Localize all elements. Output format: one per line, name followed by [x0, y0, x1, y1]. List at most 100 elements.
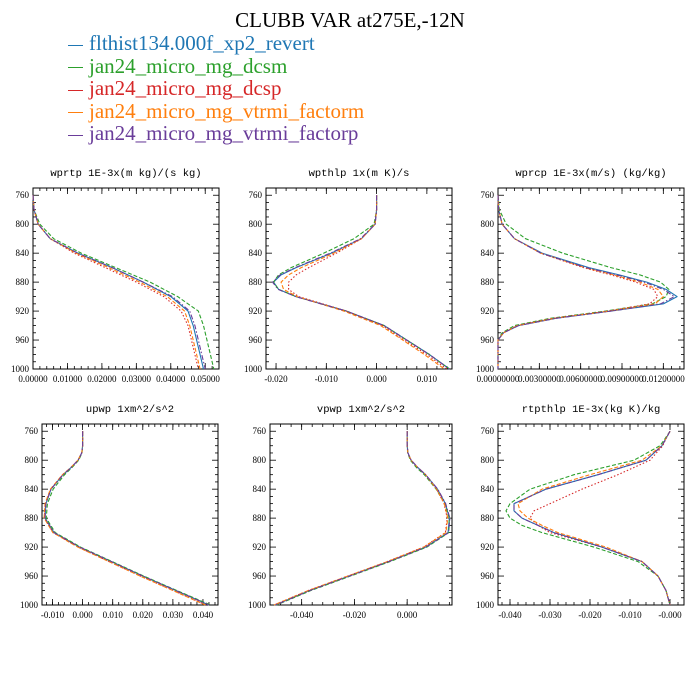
- legend-swatch: [68, 44, 83, 46]
- legend-entry-2: jan24_micro_mg_dcsm: [68, 55, 364, 78]
- x-tick-label: -0.030: [538, 610, 562, 620]
- x-tick-label: 0.000: [72, 610, 93, 620]
- x-tick-label: 0.030: [163, 610, 184, 620]
- x-tick-label: 0.00600000: [559, 374, 602, 384]
- plot-frame: [497, 187, 685, 370]
- series-line-2: [505, 430, 671, 606]
- panel-title: vpwp 1xm^2/s^2: [317, 404, 405, 416]
- y-tick-label: 800: [481, 455, 495, 465]
- chart-panel-2: wpthlp 1x(m K)/s7608008408809209601000-0…: [244, 168, 453, 384]
- y-tick-label: 760: [253, 426, 267, 436]
- y-tick-label: 760: [249, 190, 263, 200]
- y-tick-label: 880: [481, 277, 495, 287]
- series-line-3: [273, 431, 448, 606]
- y-tick-label: 1000: [248, 600, 267, 610]
- y-tick-label: 840: [249, 248, 263, 258]
- y-tick-label: 760: [16, 190, 30, 200]
- plot-frame: [265, 187, 453, 370]
- legend-label: jan24_micro_mg_dcsm: [89, 53, 288, 78]
- y-tick-label: 880: [481, 513, 495, 523]
- chart-panel-3: wprcp 1E-3x(m/s) (kg/kg) 760 800 840 880 920 9…: [476, 168, 685, 384]
- legend-swatch: [68, 112, 83, 114]
- panel-title: rtpthlp 1E-3x(kg K)/kg: [522, 404, 661, 416]
- y-tick-label: 800: [253, 455, 267, 465]
- y-tick-label: 920: [481, 306, 495, 316]
- y-tick-label: 800: [16, 219, 30, 229]
- x-tick-label: 0.00000000: [477, 374, 520, 384]
- y-tick-label: 1000: [476, 364, 495, 374]
- plot-frame: [41, 423, 219, 606]
- x-tick-label: -0.000: [658, 610, 682, 620]
- legend: flthist134.000f_xp2_revert jan24_micro_m…: [68, 32, 364, 145]
- x-tick-label: -0.020: [343, 610, 367, 620]
- y-tick-label: 880: [16, 277, 30, 287]
- series-line-3: [497, 195, 659, 369]
- y-tick-label: 800: [25, 455, 39, 465]
- y-tick-label: 960: [16, 335, 30, 345]
- legend-swatch: [68, 134, 83, 136]
- series-line-5: [44, 431, 210, 606]
- x-tick-label: 0.01000: [53, 374, 83, 384]
- legend-label: flthist134.000f_xp2_revert: [89, 31, 315, 55]
- x-tick-label: 0.03000: [122, 374, 152, 384]
- series-line-2: [276, 431, 450, 606]
- legend-entry-1: flthist134.000f_xp2_revert: [68, 32, 364, 55]
- chart-panel-1: wprtp 1E-3x(m kg)/(s kg) 760 800 840 880 920 9…: [11, 168, 220, 384]
- y-tick-label: 880: [249, 277, 263, 287]
- chart-panel-5: vpwp 1xm^2/s^2 760 800 840 880 920 960 1000 -0.0…: [248, 404, 453, 620]
- x-tick-label: 0.05000: [191, 374, 221, 384]
- y-tick-label: 880: [25, 513, 39, 523]
- y-tick-label: 960: [25, 571, 39, 581]
- y-tick-label: 840: [25, 484, 39, 494]
- series-line-3: [288, 195, 448, 370]
- y-tick-label: 920: [16, 306, 30, 316]
- series-line-5: [497, 195, 675, 369]
- series-line-1: [513, 430, 671, 606]
- y-tick-label: 920: [253, 542, 267, 552]
- panel-title: upwp 1xm^2/s^2: [86, 404, 174, 416]
- x-tick-label: 0.04000: [156, 374, 186, 384]
- series-line-5: [271, 195, 450, 370]
- plot-frame: [32, 187, 220, 370]
- series-line-4: [273, 431, 449, 606]
- x-tick-label: -0.020: [264, 374, 288, 384]
- y-tick-label: 840: [253, 484, 267, 494]
- series-line-2: [32, 195, 215, 370]
- y-tick-label: 1000: [244, 364, 263, 374]
- chart-panel-6: rtpthlp 1E-3x(kg K)/kg 760 800 840 880 920 960…: [476, 404, 685, 620]
- series-line-2: [497, 195, 670, 369]
- y-tick-label: 960: [481, 571, 495, 581]
- y-tick-label: 960: [481, 335, 495, 345]
- y-tick-label: 800: [249, 219, 263, 229]
- series-line-2: [272, 195, 450, 370]
- y-tick-label: 960: [253, 571, 267, 581]
- x-tick-label: 0.000: [366, 374, 387, 384]
- y-tick-label: 1000: [476, 600, 495, 610]
- y-tick-label: 1000: [20, 600, 39, 610]
- series-line-5: [275, 431, 451, 606]
- legend-label: jan24_micro_mg_vtrmi_factorp: [89, 121, 359, 145]
- legend-label: jan24_micro_mg_vtrmi_factorm: [89, 98, 365, 123]
- series-line-4: [32, 195, 201, 370]
- x-tick-label: 0.000: [397, 610, 418, 620]
- series-line-1: [497, 195, 678, 369]
- series-line-4: [43, 431, 206, 606]
- x-tick-label: -0.010: [315, 374, 339, 384]
- x-tick-label: 0.020: [133, 610, 154, 620]
- series-line-4: [517, 430, 671, 606]
- series-line-5: [32, 195, 206, 370]
- plot-frame: [269, 423, 453, 606]
- x-tick-label: -0.020: [578, 610, 602, 620]
- series-line-3: [529, 430, 671, 606]
- y-tick-label: 760: [25, 426, 39, 436]
- legend-swatch: [68, 67, 83, 69]
- legend-label: jan24_micro_mg_dcsp: [89, 76, 282, 100]
- x-tick-label: 0.00900000: [601, 374, 644, 384]
- y-tick-label: 840: [481, 248, 495, 258]
- legend-entry-3: jan24_micro_mg_dcsp: [68, 77, 364, 100]
- y-tick-label: 880: [253, 513, 267, 523]
- series-line-3: [43, 431, 207, 606]
- y-tick-label: 840: [16, 248, 30, 258]
